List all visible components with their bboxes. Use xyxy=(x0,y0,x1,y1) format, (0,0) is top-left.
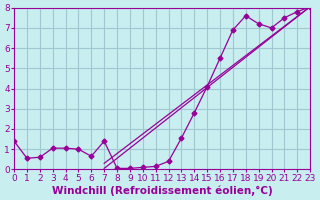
X-axis label: Windchill (Refroidissement éolien,°C): Windchill (Refroidissement éolien,°C) xyxy=(52,185,273,196)
